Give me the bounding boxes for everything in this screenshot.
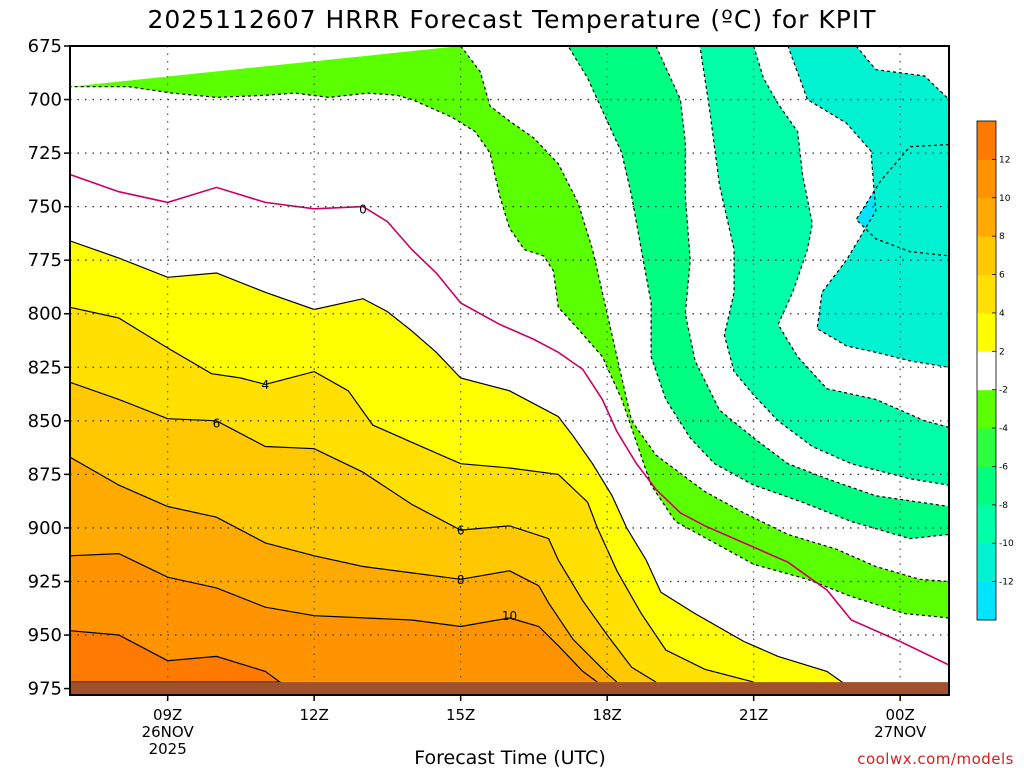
isotherm--10 — [787, 46, 949, 368]
colorbar-tick-label: -10 — [999, 539, 1014, 549]
colorbar-swatch — [977, 504, 996, 544]
isotherm-4 — [70, 306, 754, 683]
x-tick-date: 27NOV — [874, 723, 927, 741]
x-tick-label: 12Z — [299, 706, 328, 724]
x-tick-label: 00Z — [885, 706, 914, 724]
isotherm-0 — [70, 173, 949, 666]
grid-lines — [70, 46, 949, 695]
colorbar-tick-label: -8 — [999, 501, 1008, 511]
credit-text: coolwx.com/models — [857, 750, 1014, 768]
colorbar-frame — [976, 120, 997, 621]
y-tick-label: 850 — [28, 411, 62, 432]
x-tick-label: 18Z — [592, 706, 621, 724]
colorbar-swatch — [977, 543, 996, 583]
y-tick-label: 800 — [28, 304, 62, 325]
x-tick-label: 15Z — [446, 706, 475, 724]
colorbar-swatch — [977, 581, 996, 621]
colorbar-tick-label: -4 — [999, 424, 1008, 434]
y-tick-label: 775 — [28, 250, 62, 271]
colorbar-tick-label: 12 — [999, 155, 1010, 165]
colorbar-tick-label: 4 — [999, 309, 1005, 319]
plot-frame — [69, 45, 950, 696]
isotherm-10 — [70, 552, 598, 683]
isotherm--8 — [699, 46, 949, 486]
contour-label: 4 — [262, 378, 270, 392]
colorbar-legend: -12 -10 -8 -6 -4 -2 2 4 6 8 10 12 — [976, 120, 1014, 621]
colorbar-tick-label: -12 — [999, 578, 1014, 588]
y-tick-label: 900 — [28, 518, 62, 539]
colorbar-swatch — [977, 274, 996, 314]
colorbar-tick-label: 10 — [999, 194, 1011, 204]
band--8 — [699, 46, 949, 486]
contour-label: 0 — [359, 202, 367, 216]
isotherm-2 — [70, 240, 852, 690]
y-axis-ticks: 675 700 725 750 775 800 825 850 875 900 925 950 975 — [28, 36, 70, 700]
band-12 — [70, 630, 280, 695]
isotherm-6 — [70, 381, 657, 683]
x-axis-label: Forecast Time (UTC) — [414, 747, 605, 768]
x-tick-label: 21Z — [739, 706, 768, 724]
x-tick-label: 09Z — [153, 706, 182, 724]
contour-label: 10 — [502, 609, 517, 623]
colorbar-swatch — [977, 466, 996, 506]
plot-area: 0 4 6 6 8 10 — [70, 46, 949, 695]
colorbar-swatch — [977, 159, 996, 199]
band--4 — [70, 46, 949, 618]
isotherm-8 — [70, 456, 618, 683]
colorbar-swatch — [977, 197, 996, 237]
band--6 — [568, 46, 949, 539]
y-tick-label: 750 — [28, 197, 62, 218]
ground-layer — [70, 682, 949, 695]
y-tick-label: 675 — [28, 36, 62, 57]
y-tick-label: 825 — [28, 357, 62, 378]
contour-label: 6 — [457, 524, 465, 538]
colorbar-tick-label: -6 — [999, 462, 1008, 472]
colorbar-tick-label: 8 — [999, 232, 1005, 242]
temperature-fill-layer — [70, 46, 949, 695]
ground-surface — [70, 682, 949, 695]
colorbar-tick-label: 2 — [999, 347, 1005, 357]
isotherm--6 — [567, 46, 949, 540]
y-tick-label: 925 — [28, 571, 62, 592]
y-tick-label: 875 — [28, 464, 62, 485]
colorbar-swatch — [977, 428, 996, 467]
contour-label: 6 — [213, 416, 221, 430]
y-tick-label: 975 — [28, 679, 62, 700]
isotherm-lines — [70, 46, 949, 690]
band--10 — [787, 46, 949, 368]
x-tick-date: 26NOV — [142, 723, 195, 741]
colorbar-swatch — [977, 389, 996, 429]
contour-label: 8 — [457, 573, 465, 587]
colorbar-swatch — [977, 236, 996, 276]
colorbar-swatch — [977, 121, 996, 160]
colorbar-swatch — [977, 312, 996, 352]
y-tick-label: 950 — [28, 625, 62, 646]
colorbar-tick-label: 6 — [999, 271, 1005, 281]
x-tick-year: 2025 — [149, 740, 187, 758]
contour-label-layer: 0 4 6 6 8 10 — [213, 202, 517, 623]
colorbar-swatch — [977, 351, 996, 391]
y-tick-label: 725 — [28, 143, 62, 164]
isotherm--4 — [70, 46, 949, 619]
chart-title: 2025112607 HRRR Forecast Temperature (ºC… — [147, 5, 876, 34]
y-tick-label: 700 — [28, 90, 62, 111]
colorbar-tick-label: -2 — [999, 386, 1008, 396]
